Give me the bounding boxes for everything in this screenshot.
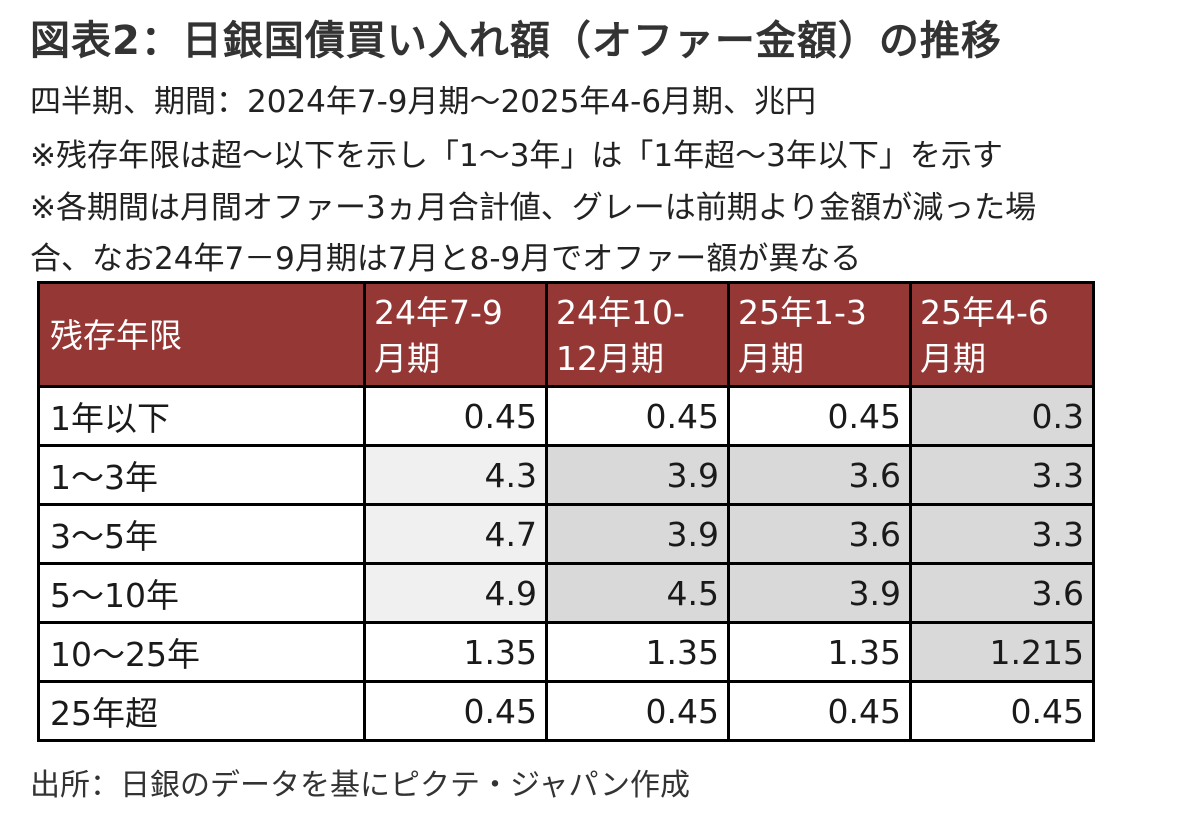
column-header-line: 24年7-9	[374, 292, 503, 332]
table-cell-value: 3.9	[545, 503, 730, 565]
column-header-q4: 25年4-6 月期	[909, 281, 1095, 388]
method-note-line1: ※各期間は月間オファー3ヵ月合計値、グレーは前期より金額が減った場	[30, 190, 1037, 226]
column-header-maturity: 残存年限	[37, 281, 366, 388]
definition-note: ※残存年限は超～以下を示し「1～3年」は「1年超～3年以下」を示す	[30, 138, 1003, 174]
table-cell-value: 3.9	[545, 444, 730, 506]
table-cell-value: 1.35	[363, 621, 548, 683]
column-header-q1: 24年7-9 月期	[363, 281, 548, 388]
column-header-line: 月期	[374, 338, 440, 378]
table-cell-value: 0.45	[727, 680, 912, 742]
row-label: 25年超	[37, 680, 366, 742]
table-cell-value: 0.45	[909, 680, 1095, 742]
table-cell-value: 3.3	[909, 444, 1095, 506]
table-cell-value: 1.215	[909, 621, 1095, 683]
table-row: 1年以下 0.45 0.45 0.45 0.3	[37, 385, 1095, 447]
table-cell-value: 4.9	[363, 562, 548, 624]
column-header-line: 25年1-3	[738, 292, 867, 332]
table-cell-value: 3.9	[727, 562, 912, 624]
subtitle-note: 四半期、期間：2024年7-9月期～2025年4-6月期、兆円	[30, 84, 817, 120]
table-row: 1～3年 4.3 3.9 3.6 3.3	[37, 444, 1095, 506]
table-cell-value: 3.6	[727, 444, 912, 506]
table-cell-value: 4.5	[545, 562, 730, 624]
table-cell-value: 0.45	[545, 385, 730, 447]
method-note-line2: 合、なお24年7－9月期は7月と8-9月でオファー額が異なる	[30, 241, 862, 277]
table-cell-value: 1.35	[727, 621, 912, 683]
column-header-line: 24年10-	[556, 292, 685, 332]
column-header-line: 月期	[738, 338, 804, 378]
table-row: 10～25年 1.35 1.35 1.35 1.215	[37, 621, 1095, 683]
table-cell-value: 0.45	[363, 680, 548, 742]
column-header-line: 12月期	[556, 338, 664, 378]
table-header: 残存年限 24年7-9 月期 24年10- 12月期 25年1-3 月期 25年…	[37, 281, 1095, 388]
table-cell-value: 0.45	[545, 680, 730, 742]
table-row: 3～5年 4.7 3.9 3.6 3.3	[37, 503, 1095, 565]
row-label: 1～3年	[37, 444, 366, 506]
column-header-line: 25年4-6	[920, 292, 1049, 332]
column-header-line: 残存年限	[50, 315, 182, 355]
table-cell-value: 3.6	[727, 503, 912, 565]
table-cell-value: 0.45	[363, 385, 548, 447]
table-cell-value: 3.6	[909, 562, 1095, 624]
table-body: 1年以下 0.45 0.45 0.45 0.3 1～3年 4.3 3.9 3.6 3.3 3～5年 4…	[37, 385, 1095, 742]
table-cell-value: 1.35	[545, 621, 730, 683]
source-note: 出所：日銀のデータを基にピクテ・ジャパン作成	[30, 768, 690, 803]
column-header-line: 月期	[920, 338, 986, 378]
table-cell-value: 0.3	[909, 385, 1095, 447]
table-cell-value: 4.7	[363, 503, 548, 565]
data-table: 残存年限 24年7-9 月期 24年10- 12月期 25年1-3 月期 25年…	[37, 281, 1095, 742]
row-label: 10～25年	[37, 621, 366, 683]
table-cell-value: 0.45	[727, 385, 912, 447]
row-label: 3～5年	[37, 503, 366, 565]
row-label: 1年以下	[37, 385, 366, 447]
page-title: 図表2：日銀国債買い入れ額（オファー金額）の推移	[30, 18, 1002, 64]
table-row: 5～10年 4.9 4.5 3.9 3.6	[37, 562, 1095, 624]
header-row: 残存年限 24年7-9 月期 24年10- 12月期 25年1-3 月期 25年…	[37, 281, 1095, 388]
table-row: 25年超 0.45 0.45 0.45 0.45	[37, 680, 1095, 742]
table-cell-value: 4.3	[363, 444, 548, 506]
column-header-q2: 24年10- 12月期	[545, 281, 730, 388]
row-label: 5～10年	[37, 562, 366, 624]
table-cell-value: 3.3	[909, 503, 1095, 565]
column-header-q3: 25年1-3 月期	[727, 281, 912, 388]
